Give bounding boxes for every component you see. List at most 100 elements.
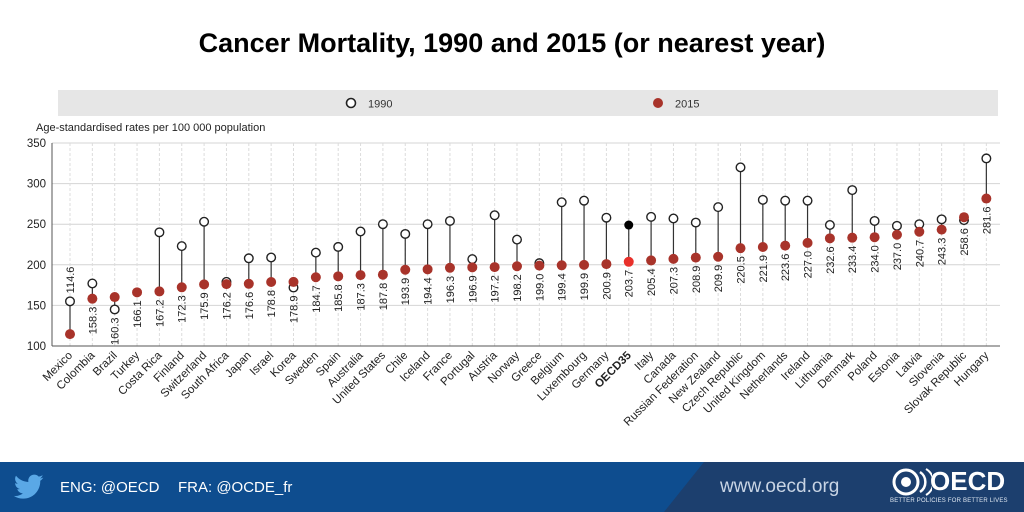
- point-1990: [489, 210, 500, 221]
- data-label: 193.9: [400, 278, 412, 306]
- data-label: 114.6: [65, 267, 77, 294]
- point-2015: [400, 264, 411, 275]
- point-2015: [243, 278, 254, 289]
- data-label: 258.6: [959, 228, 971, 256]
- data-label: 220.5: [736, 256, 748, 284]
- point-1990: [668, 213, 679, 224]
- data-label: 158.3: [87, 307, 99, 335]
- data-label: 221.9: [758, 255, 770, 283]
- footer-site-link[interactable]: www.oecd.org: [720, 476, 840, 497]
- twitter-bird-icon[interactable]: [14, 474, 44, 500]
- point-1990: [556, 197, 567, 208]
- data-label: 187.8: [378, 283, 390, 311]
- point-2015: [512, 261, 522, 272]
- point-2015: [780, 240, 791, 251]
- point-1990: [802, 195, 813, 206]
- point-1990: [176, 241, 187, 252]
- point-2015: [534, 260, 545, 271]
- point-1990: [601, 212, 612, 223]
- point-2015: [266, 277, 277, 288]
- point-1990: [936, 214, 947, 225]
- point-2015: [65, 329, 75, 340]
- point-2015: [176, 282, 187, 293]
- point-2015: [690, 252, 701, 263]
- point-1990: [444, 215, 455, 226]
- point-1990: [400, 228, 411, 239]
- x-tick-label: Japan: [223, 350, 254, 381]
- point-1990: [869, 215, 880, 226]
- y-tick-label: 200: [27, 260, 46, 272]
- point-2015: [623, 256, 634, 267]
- point-1990: [713, 202, 724, 213]
- data-label: 176.2: [221, 292, 233, 320]
- point-1990: [646, 211, 657, 222]
- footer-fra-handle[interactable]: FRA: @OCDE_fr: [178, 479, 293, 496]
- legend-marker-1990: [345, 97, 357, 109]
- point-1990: [780, 195, 791, 206]
- point-2015: [646, 255, 657, 266]
- data-label: 233.4: [847, 246, 859, 274]
- point-2015: [132, 287, 143, 298]
- data-label: 200.9: [601, 272, 613, 300]
- point-2015: [601, 259, 612, 270]
- point-2015: [333, 271, 344, 282]
- data-label: 227.0: [803, 251, 815, 279]
- point-2015: [310, 272, 321, 283]
- point-1990: [467, 254, 478, 265]
- data-label: 243.3: [937, 238, 949, 266]
- footer-stripe: [664, 462, 1024, 512]
- y-tick-label: 300: [27, 179, 46, 191]
- data-label: 198.2: [512, 274, 524, 302]
- data-label: 187.3: [356, 283, 368, 311]
- data-label: 166.1: [132, 300, 144, 328]
- point-1990: [512, 234, 523, 245]
- point-2015: [154, 286, 165, 297]
- point-2015: [377, 269, 388, 280]
- y-tick-label: 250: [27, 219, 46, 231]
- page-title: Cancer Mortality, 1990 and 2015 (or near…: [198, 28, 826, 58]
- data-label: 199.9: [579, 273, 591, 301]
- point-2015: [556, 260, 567, 271]
- point-1990: [757, 194, 768, 205]
- data-label: 196.9: [467, 275, 479, 303]
- data-label: 223.6: [780, 254, 792, 282]
- point-1990: [422, 219, 433, 230]
- data-label: 199.0: [534, 274, 546, 302]
- data-label: 194.4: [423, 277, 435, 305]
- legend-band: [58, 90, 998, 116]
- point-1990: [690, 217, 701, 228]
- point-2015: [824, 233, 835, 244]
- data-label: 208.9: [691, 266, 703, 294]
- point-2015: [489, 262, 500, 273]
- point-2015: [713, 251, 724, 262]
- data-label: 199.4: [557, 273, 569, 301]
- data-label: 178.8: [266, 290, 278, 318]
- data-label: 207.3: [668, 267, 680, 295]
- point-2015: [869, 232, 880, 243]
- point-1990: [624, 220, 634, 230]
- point-2015: [579, 259, 590, 270]
- y-tick-label: 150: [27, 300, 46, 312]
- point-1990: [355, 226, 366, 237]
- data-label: 232.6: [825, 246, 837, 274]
- point-2015: [422, 264, 433, 275]
- point-1990: [981, 153, 992, 164]
- y-tick-label: 100: [27, 341, 46, 353]
- data-label: 185.8: [333, 284, 345, 312]
- point-2015: [981, 193, 992, 204]
- legend-label-2015: 2015: [675, 99, 699, 111]
- point-1990: [243, 253, 254, 264]
- legend-label-1990: 1990: [368, 99, 392, 111]
- point-2015: [87, 293, 98, 304]
- point-1990: [154, 227, 165, 238]
- data-label: 197.2: [490, 275, 502, 303]
- point-2015: [757, 242, 768, 253]
- footer-eng-handle[interactable]: ENG: @OECD: [60, 479, 160, 496]
- data-label: 160.3: [110, 317, 122, 345]
- data-label: 178.9: [289, 296, 301, 324]
- y-axis-label: Age-standardised rates per 100 000 popul…: [36, 122, 265, 134]
- point-1990: [87, 278, 98, 289]
- footer-bar: ENG: @OECD FRA: @OCDE_fr www.oecd.org OE…: [0, 462, 1024, 512]
- data-label: 209.9: [713, 265, 725, 293]
- data-label: 281.6: [981, 207, 993, 235]
